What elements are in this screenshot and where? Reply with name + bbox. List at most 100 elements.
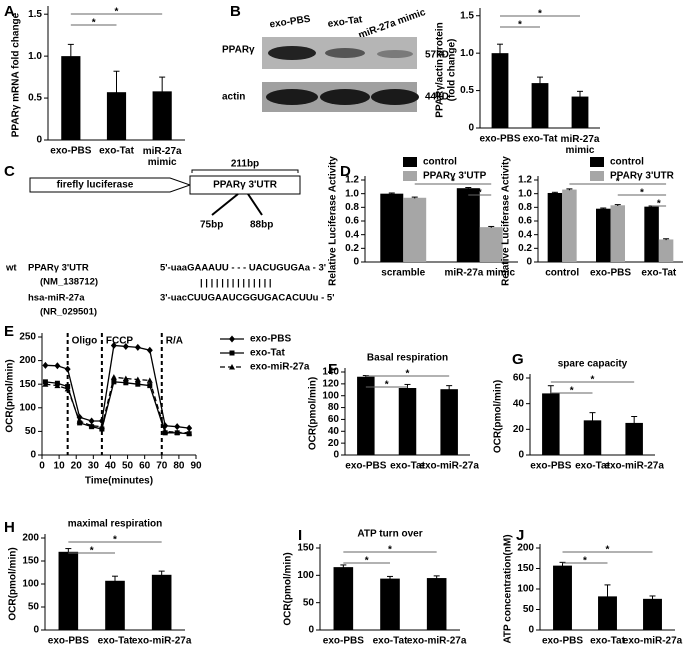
point [174, 429, 181, 435]
lane-label: miR-27a mimic [357, 7, 428, 42]
blot-band [320, 89, 370, 105]
y-axis-label: ATP concentration(nM) [503, 534, 514, 643]
significance-label: * [90, 546, 94, 557]
utr-box [189, 175, 301, 195]
x-tick-label: exo-Tat [575, 461, 610, 472]
bar [479, 227, 503, 262]
point [146, 346, 153, 354]
bar [380, 578, 400, 630]
utr-length: 211bp [231, 159, 259, 170]
x-tick-label: miR-27a mimic [444, 268, 515, 279]
y-tick-label: 100 [517, 584, 534, 595]
bar [571, 96, 589, 128]
y-tick-label: 0.5 [28, 93, 42, 104]
pairing: | | | | | | | | | | | | | | [200, 278, 272, 289]
point [122, 342, 129, 350]
x-tick-label: exo-Tat [99, 146, 134, 157]
point [134, 343, 141, 351]
significance-label: * [538, 9, 542, 20]
legend-label: control [610, 157, 644, 168]
construct-diagram: firefly luciferase PPARγ 3'UTR 211bp 75b… [5, 159, 334, 318]
point [98, 423, 105, 430]
blot-band [371, 89, 419, 105]
point [162, 428, 169, 434]
x-tick-label: exo-miR-27a [419, 461, 479, 472]
significance-label: * [92, 18, 96, 29]
panel-letter: B [230, 3, 241, 20]
blot-band [325, 48, 365, 58]
y-tick-label: 40 [328, 426, 340, 437]
bar [61, 56, 81, 141]
y-tick-label: 100 [297, 570, 314, 581]
significance-label: * [657, 199, 661, 210]
y-tick-label: 0 [308, 625, 314, 636]
y-tick-label: 0 [353, 257, 359, 268]
bar [426, 578, 447, 630]
significance-label: * [616, 177, 620, 188]
wt-sequence: 5'-uaaGAAAUU - - - UACUGUGAa - 3' [160, 263, 326, 274]
y-tick-label: 0.8 [345, 202, 359, 213]
point [54, 362, 61, 370]
bar [491, 53, 509, 129]
x-tick-label: 90 [190, 461, 202, 472]
panel-letter: I [298, 527, 302, 544]
y-tick-label: 140 [322, 367, 339, 378]
x-tick-label: exo-PBS [590, 268, 631, 279]
luciferase-arrow [29, 177, 192, 193]
site-end: 88bp [250, 220, 273, 231]
x-tick-label: exo-miR-27a [132, 636, 192, 647]
x-tick-label: exo-PBS [48, 636, 89, 647]
y-tick-label: 60 [328, 414, 340, 425]
y-tick-label: 1.0 [345, 188, 359, 199]
y-tick-label: 120 [322, 378, 339, 389]
y-tick-label: 0 [333, 450, 339, 461]
chart-title: spare capacity [558, 359, 628, 370]
bar [644, 206, 659, 262]
wt-name: PPARγ 3'UTR [28, 263, 89, 274]
y-tick-label: 1.0 [28, 51, 42, 62]
significance-label: * [591, 375, 595, 386]
y-tick-label: 0.5 [460, 85, 474, 96]
injection-label: FCCP [106, 336, 134, 347]
bar [357, 376, 375, 455]
injection-label: R/A [166, 336, 183, 347]
western-blot: exo-PBS exo-Tat miR-27a mimic PPARγ acti… [222, 7, 449, 112]
y-tick-label: 50 [28, 602, 40, 613]
significance-label: * [113, 535, 117, 546]
x-tick-label: control [545, 268, 579, 279]
bar [583, 420, 602, 455]
y-tick-label: 200 [517, 543, 534, 554]
y-tick-label: 0.8 [518, 202, 532, 213]
x-tick-label: miR-27a mimic [143, 146, 182, 168]
y-tick-label: 1.5 [460, 10, 474, 21]
point [186, 424, 193, 432]
x-tick-label: exo-Tat [98, 636, 133, 647]
legend-label: control [423, 157, 457, 168]
utr-label: PPARγ 3'UTR [213, 180, 278, 191]
bar [398, 388, 417, 455]
legend-label: PPARγ 3'UTR [610, 171, 675, 182]
bar [547, 192, 563, 262]
bar [152, 91, 172, 140]
blot-size: 44kD [425, 92, 449, 103]
point [111, 379, 117, 385]
significance-label: * [385, 380, 389, 391]
y-tick-label: 0 [526, 257, 532, 268]
significance-label: * [388, 545, 392, 556]
x-tick-label: exo-Tat [373, 636, 408, 647]
blot-size: 57kD [425, 50, 449, 61]
legend-swatch [403, 157, 417, 167]
y-tick-label: 0.6 [518, 216, 532, 227]
bar [440, 389, 458, 455]
panel-letter: H [4, 519, 15, 536]
bar [403, 197, 427, 262]
mir-sequence: 3'-uacCUUGAAUCGGUGACACUUu - 5' [160, 293, 334, 304]
panel-letter: E [4, 323, 14, 340]
y-axis-label: Relative Luciferase Activity [501, 156, 512, 286]
point [147, 383, 153, 389]
bar [105, 580, 125, 630]
y-tick-label: 20 [328, 438, 340, 449]
y-tick-label: 0 [33, 625, 39, 636]
y-tick-label: 80 [328, 402, 340, 413]
x-tick-label: exo-PBS [345, 461, 386, 472]
